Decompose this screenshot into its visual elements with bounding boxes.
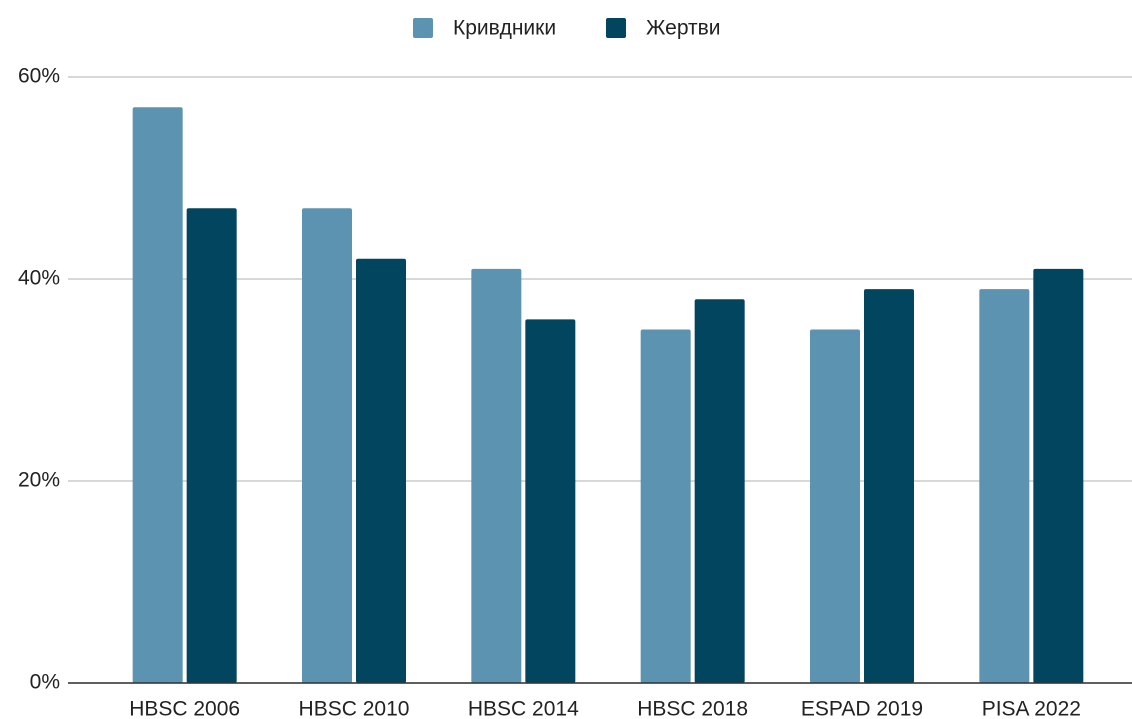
legend-swatch (413, 18, 433, 38)
x-tick-label: PISA 2022 (982, 698, 1081, 719)
bar (694, 299, 745, 683)
x-tick-label: HBSC 2010 (299, 698, 410, 719)
x-tick-label: HBSC 2018 (637, 698, 748, 719)
bar (132, 107, 183, 684)
legend-label: Кривдники (453, 17, 556, 40)
y-tick-label: 40% (18, 267, 60, 290)
x-tick-label: HBSC 2006 (129, 698, 240, 719)
y-tick-label: 60% (18, 65, 60, 88)
legend-label: Жертви (646, 17, 721, 40)
x-tick-label: ESPAD 2019 (801, 698, 923, 719)
bar (186, 208, 237, 684)
x-tick-label: HBSC 2014 (468, 698, 579, 719)
bar (525, 319, 576, 683)
bar (1033, 268, 1084, 683)
bar (810, 329, 860, 683)
legend-swatch (606, 18, 626, 38)
bar (979, 289, 1030, 683)
bar (471, 268, 522, 683)
bar (864, 289, 914, 683)
bar (356, 258, 406, 683)
bar (302, 208, 352, 684)
y-tick-label: 20% (18, 469, 60, 492)
bar (640, 329, 691, 683)
y-tick-label: 0% (30, 671, 60, 694)
